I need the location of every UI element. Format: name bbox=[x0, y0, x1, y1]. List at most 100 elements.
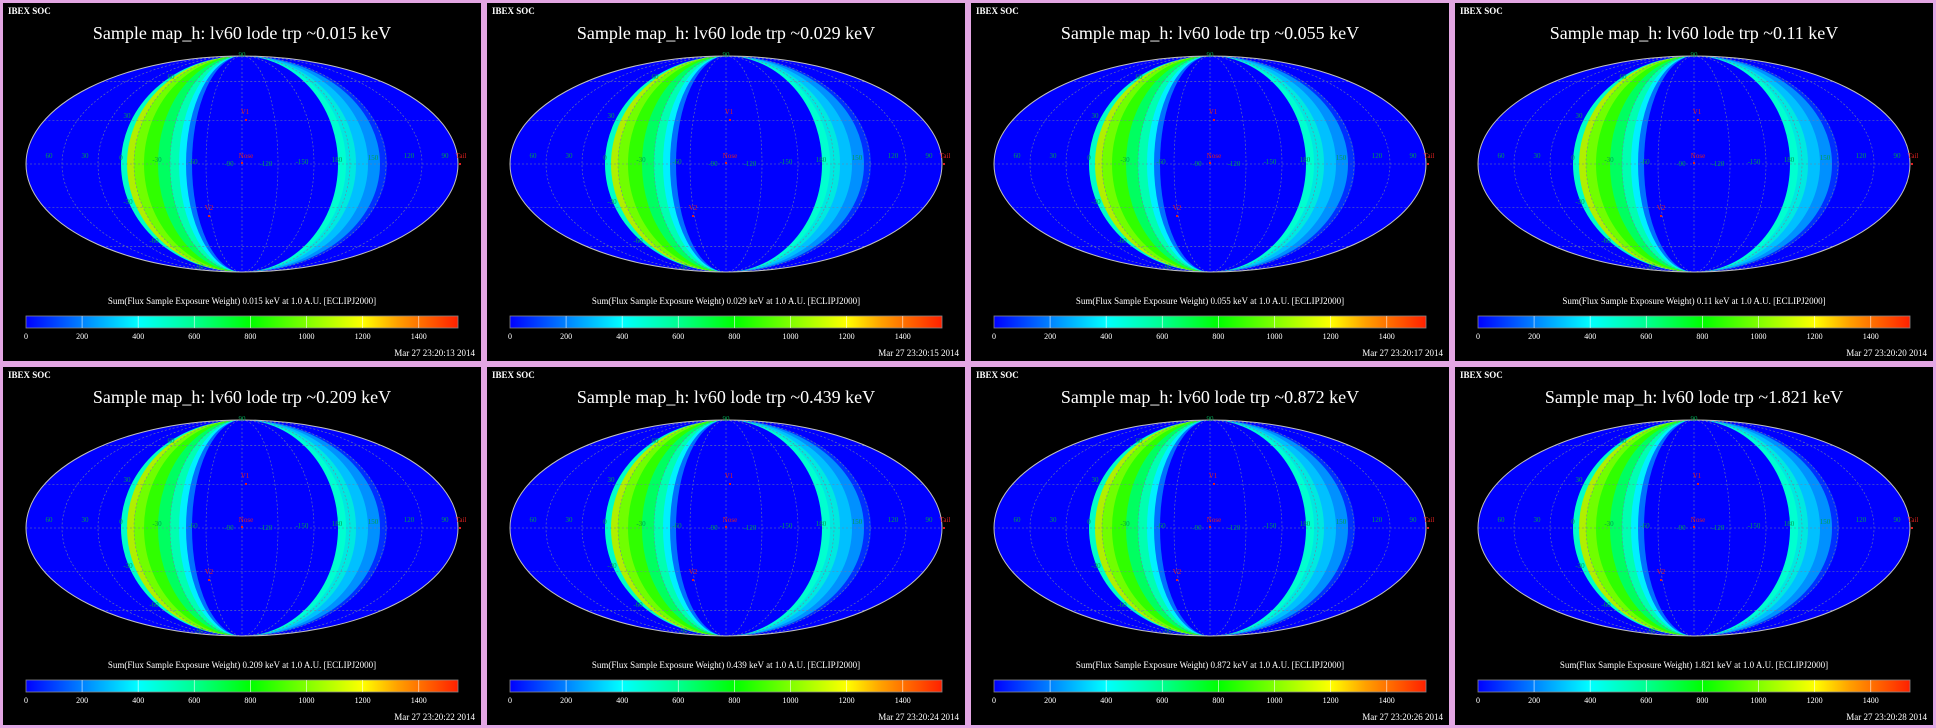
longitude-label: -120 bbox=[1712, 160, 1725, 168]
map-title: Sample map_h: lv60 lode trp ~0.439 keV bbox=[576, 387, 876, 407]
longitude-label: 0 bbox=[603, 154, 607, 162]
colorbar-tick-label: 800 bbox=[244, 696, 256, 705]
marker-label: Tail bbox=[456, 516, 467, 524]
marker-dot bbox=[1911, 527, 1913, 529]
meridian-line bbox=[1693, 420, 1767, 636]
longitude-label: 120 bbox=[404, 152, 415, 160]
colorbar-tick-label: 600 bbox=[672, 696, 684, 705]
longitude-label: -90 bbox=[1676, 160, 1686, 168]
longitude-label: 90 bbox=[1410, 152, 1418, 160]
marker-dot bbox=[245, 119, 247, 121]
longitude-label: 60 bbox=[530, 516, 538, 524]
latitude-label: 30 bbox=[608, 112, 616, 120]
sky-map-panel: 60 30 0 -30 -60 -90 -120 -150 180 150 120 90 90 60 30 -… bbox=[0, 364, 484, 728]
meridian-line bbox=[1693, 420, 1839, 636]
sky-map-plot: 60 30 0 -30 -60 -90 -120 -150 180 150 120 90 90 60 30 -… bbox=[508, 51, 951, 341]
map-title: Sample map_h: lv60 lode trp ~0.872 keV bbox=[1060, 387, 1360, 407]
marker-label: V2 bbox=[1173, 204, 1182, 212]
latitude-label: 30 bbox=[1092, 476, 1100, 484]
meridian-line bbox=[241, 56, 423, 272]
latitude-label: -60 bbox=[1601, 601, 1611, 609]
sky-map-panel: 60 30 0 -30 -60 -90 -120 -150 180 150 120 90 90 60 30 -… bbox=[968, 0, 1452, 364]
latitude-label: -90 bbox=[194, 627, 204, 635]
longitude-label: -90 bbox=[708, 160, 718, 168]
meridian-line bbox=[169, 56, 243, 272]
map-outline bbox=[1477, 419, 1911, 637]
timestamp: Mar 27 23:20:26 2014 bbox=[1362, 712, 1443, 722]
timestamp: Mar 27 23:20:13 2014 bbox=[394, 348, 475, 358]
longitude-label: 30 bbox=[1050, 516, 1058, 524]
latitude-label: 30 bbox=[1092, 112, 1100, 120]
longitude-label: 0 bbox=[119, 518, 123, 526]
longitude-label: -150 bbox=[296, 522, 309, 530]
latitude-label: 30 bbox=[124, 112, 132, 120]
flux-band bbox=[1644, 420, 1694, 636]
colorbar-tick-label: 600 bbox=[1156, 332, 1168, 341]
latitude-label: -30 bbox=[123, 198, 133, 206]
colorbar-tick-label: 1000 bbox=[1751, 332, 1767, 341]
latitude-label: 30 bbox=[124, 476, 132, 484]
marker-dot bbox=[459, 163, 461, 165]
colorbar-tick-label: 1000 bbox=[783, 332, 799, 341]
colorbar-tick-label: 1400 bbox=[1379, 332, 1395, 341]
meridian-line bbox=[169, 420, 243, 636]
marker-dot bbox=[1693, 526, 1695, 528]
longitude-label: 90 bbox=[1894, 152, 1902, 160]
colorbar-tick-label: 400 bbox=[1584, 332, 1596, 341]
marker-label: V2 bbox=[1657, 568, 1666, 576]
longitude-label: 150 bbox=[368, 518, 379, 526]
marker-dot bbox=[729, 483, 731, 485]
longitude-label: -60 bbox=[1156, 522, 1166, 530]
latitude-label: 90 bbox=[723, 415, 731, 423]
marker-dot bbox=[1176, 215, 1178, 217]
longitude-label: 180 bbox=[1784, 156, 1795, 164]
latitude-label: -90 bbox=[1162, 263, 1172, 271]
colorbar-tick-label: 600 bbox=[188, 332, 200, 341]
sky-map-panel: 60 30 0 -30 -60 -90 -120 -150 180 150 120 90 90 60 30 -… bbox=[484, 0, 968, 364]
colorbar bbox=[25, 315, 459, 329]
longitude-label: 120 bbox=[1856, 516, 1867, 524]
meridian-line bbox=[1693, 56, 1767, 272]
marker-label: Tail bbox=[456, 152, 467, 160]
longitude-label: 60 bbox=[1014, 152, 1022, 160]
meridian-line bbox=[1209, 56, 1391, 272]
latitude-label: -60 bbox=[633, 601, 643, 609]
longitude-label: 180 bbox=[1300, 156, 1311, 164]
map-outline bbox=[993, 55, 1427, 273]
latitude-label: -30 bbox=[607, 198, 617, 206]
longitude-label: 150 bbox=[1336, 518, 1347, 526]
colorbar-tick-label: 1400 bbox=[411, 332, 427, 341]
longitude-label: 150 bbox=[1820, 518, 1831, 526]
longitude-label: 30 bbox=[566, 152, 574, 160]
flux-band bbox=[676, 420, 726, 636]
colorbar-tick-label: 400 bbox=[132, 332, 144, 341]
marker-dot bbox=[1176, 579, 1178, 581]
longitude-label: 30 bbox=[82, 516, 90, 524]
marker-label: Tail bbox=[940, 152, 951, 160]
colorbar-tick-label: 600 bbox=[1156, 696, 1168, 705]
meridian-line bbox=[1209, 420, 1391, 636]
latitude-label: 60 bbox=[1620, 437, 1628, 445]
marker-label: V1 bbox=[725, 108, 734, 116]
colorbar bbox=[993, 315, 1427, 329]
colorbar-label: Sum(Flux Sample Exposure Weight) 0.11 ke… bbox=[1562, 296, 1826, 306]
marker-label: Tail bbox=[1424, 516, 1435, 524]
marker-dot bbox=[1213, 119, 1215, 121]
header-label: IBEX SOC bbox=[1460, 6, 1503, 16]
meridian-line bbox=[241, 56, 315, 272]
meridian-line bbox=[1209, 420, 1283, 636]
latitude-label: -90 bbox=[678, 263, 688, 271]
marker-label: Tail bbox=[1908, 152, 1919, 160]
longitude-label: 90 bbox=[926, 516, 934, 524]
longitude-label: 60 bbox=[1498, 516, 1506, 524]
colorbar-tick-label: 200 bbox=[1044, 332, 1056, 341]
marker-dot bbox=[729, 119, 731, 121]
meridian-line bbox=[653, 56, 727, 272]
longitude-label: -30 bbox=[636, 156, 646, 164]
marker-dot bbox=[1213, 483, 1215, 485]
colorbar-tick-label: 1000 bbox=[1267, 332, 1283, 341]
latitude-label: 60 bbox=[1620, 73, 1628, 81]
colorbar-label: Sum(Flux Sample Exposure Weight) 0.439 k… bbox=[591, 660, 861, 670]
meridian-line bbox=[1065, 420, 1211, 636]
colorbar-tick-label: 1200 bbox=[1323, 696, 1339, 705]
